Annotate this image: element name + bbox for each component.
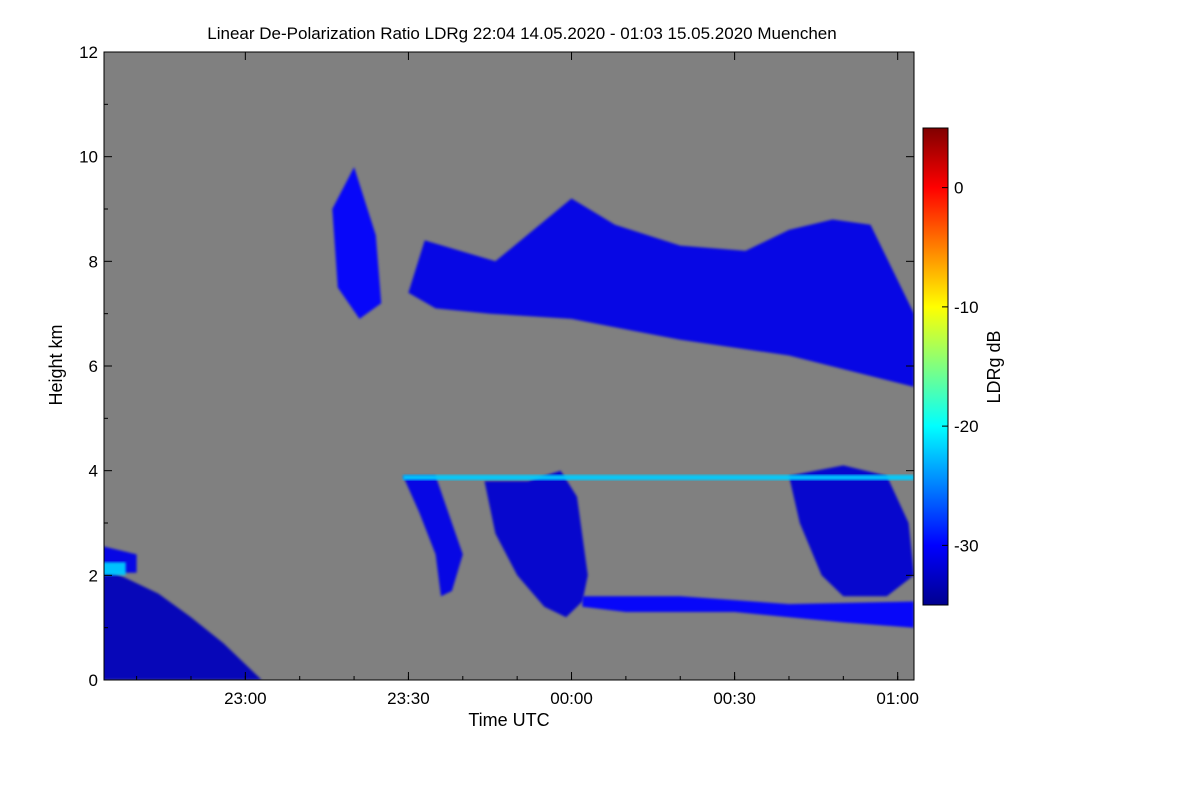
y-tick-label: 8 [89, 252, 98, 271]
x-axis: 23:00 23:30 00:00 00:30 01:00 [136, 52, 919, 708]
echo-features [1, 167, 914, 680]
colorbar-label: LDRg dB [984, 330, 1004, 403]
x-tick-label: 23:00 [224, 689, 267, 708]
x-tick-label: 00:00 [550, 689, 593, 708]
colorbar [922, 127, 949, 606]
colorbar-tick-label: 0 [954, 179, 963, 198]
feature-boundary-layer [104, 568, 262, 680]
colorbar-tick-label: -10 [954, 298, 979, 317]
colorbar-tick-label: -30 [954, 536, 979, 555]
y-tick-label: 0 [89, 671, 98, 690]
x-tick-label: 00:30 [713, 689, 756, 708]
feature-fall-streak-3 [789, 465, 914, 597]
feature-plume [1, 424, 34, 508]
y-axis-label: Height km [46, 324, 66, 405]
x-axis-label: Time UTC [468, 710, 549, 730]
plot-background [104, 52, 914, 680]
y-tick-label: 2 [89, 566, 98, 585]
x-tick-label: 01:00 [876, 689, 919, 708]
y-axis: 0 2 4 6 8 10 12 [79, 43, 914, 690]
y-tick-label: 6 [89, 357, 98, 376]
feature-low-band [582, 596, 914, 628]
y-tick-label: 4 [89, 462, 98, 481]
feature-melting-band [104, 562, 126, 576]
colorbar-tick-label: -20 [954, 417, 979, 436]
x-tick-label: 23:30 [387, 689, 430, 708]
y-tick-label: 12 [79, 43, 98, 62]
feature-fall-streak-2 [484, 470, 588, 618]
feature-ice-layer [403, 474, 914, 481]
feature-fall-streak-1 [403, 475, 463, 597]
y-tick-label: 10 [79, 148, 98, 167]
feature-cirrus-B [408, 198, 914, 387]
chart-title: Linear De-Polarization Ratio LDRg 22:04 … [207, 24, 836, 43]
colorbar-ticks: 0 -10 -20 -30 [942, 179, 979, 555]
feature-cirrus-A [332, 167, 382, 319]
